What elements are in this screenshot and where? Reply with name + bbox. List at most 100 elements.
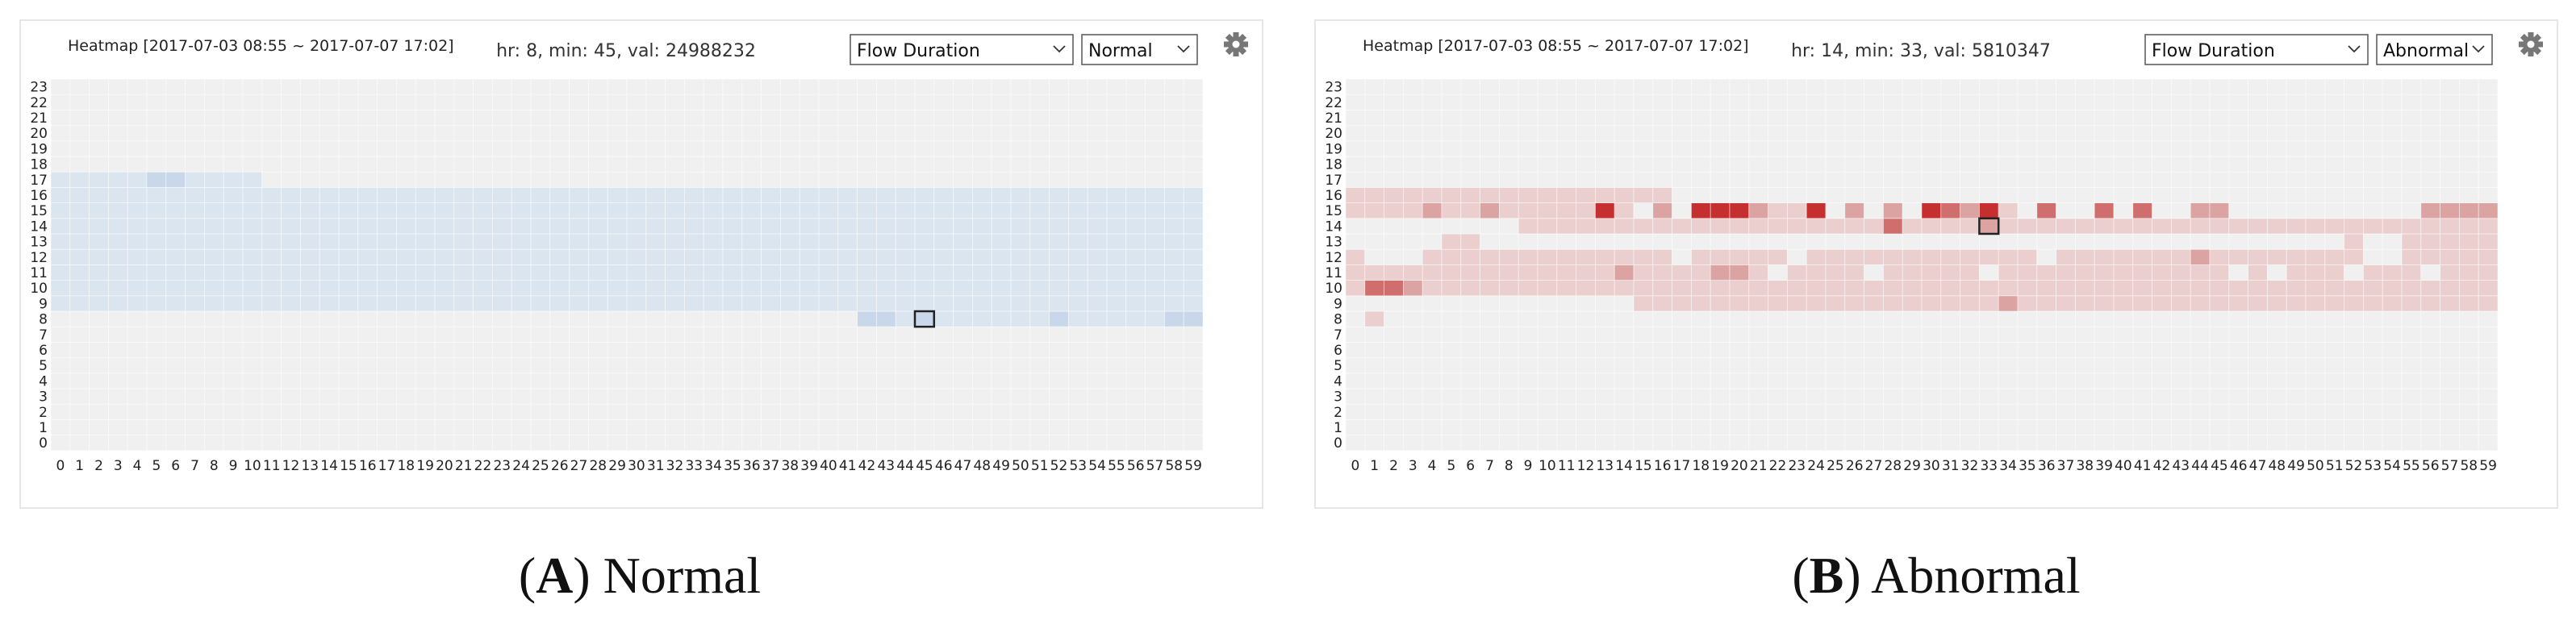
heat-cell[interactable] — [1998, 310, 2019, 327]
heat-cell[interactable] — [1537, 156, 1558, 173]
heat-cell[interactable] — [2286, 186, 2307, 203]
heat-cell[interactable] — [69, 418, 90, 435]
heat-cell[interactable] — [1902, 373, 1923, 389]
heat-cell[interactable] — [569, 310, 589, 327]
heat-cell[interactable] — [914, 418, 935, 435]
heat-cell[interactable] — [626, 341, 647, 358]
heat-cell[interactable] — [1422, 140, 1442, 157]
heat-cell[interactable] — [569, 156, 589, 173]
heat-cell[interactable] — [1049, 264, 1069, 281]
heat-cell[interactable] — [761, 110, 781, 127]
heat-cell[interactable] — [2324, 373, 2345, 389]
heat-cell[interactable] — [2171, 310, 2191, 327]
heat-cell[interactable] — [895, 435, 916, 452]
heat-cell[interactable] — [2132, 94, 2152, 110]
heat-cell[interactable] — [607, 202, 628, 219]
heat-cell[interactable] — [1787, 373, 1807, 389]
heat-cell[interactable] — [357, 202, 378, 219]
heat-cell[interactable] — [1940, 264, 1960, 281]
heat-cell[interactable] — [203, 388, 224, 405]
heat-cell[interactable] — [1010, 125, 1031, 142]
heat-cell[interactable] — [299, 295, 320, 312]
heat-cell[interactable] — [2228, 295, 2249, 312]
heat-cell[interactable] — [1125, 186, 1146, 203]
heat-cell[interactable] — [492, 435, 512, 452]
heat-cell[interactable] — [1403, 218, 1423, 235]
heat-cell[interactable] — [242, 171, 263, 188]
heat-cell[interactable] — [338, 373, 359, 389]
heat-cell[interactable] — [2094, 156, 2115, 173]
heat-cell[interactable] — [453, 110, 474, 127]
heat-cell[interactable] — [69, 140, 90, 157]
heat-cell[interactable] — [1883, 435, 1903, 452]
heat-cell[interactable] — [1864, 326, 1884, 343]
heat-cell[interactable] — [1940, 202, 1960, 219]
heat-cell[interactable] — [1729, 171, 1750, 188]
heat-cell[interactable] — [1422, 388, 1442, 405]
heat-cell[interactable] — [703, 94, 724, 110]
heat-cell[interactable] — [50, 125, 71, 142]
heat-cell[interactable] — [1940, 418, 1960, 435]
heat-cell[interactable] — [453, 264, 474, 281]
heat-cell[interactable] — [2036, 357, 2056, 374]
heat-cell[interactable] — [607, 78, 628, 95]
heat-cell[interactable] — [1652, 202, 1672, 219]
heat-cell[interactable] — [1498, 280, 1519, 297]
heat-cell[interactable] — [1576, 295, 1596, 312]
heat-cell[interactable] — [127, 156, 148, 173]
heat-cell[interactable] — [1864, 248, 1884, 265]
heat-cell[interactable] — [2286, 156, 2307, 173]
heat-cell[interactable] — [492, 218, 512, 235]
heat-cell[interactable] — [2305, 264, 2326, 281]
heat-cell[interactable] — [876, 310, 896, 327]
heat-cell[interactable] — [2228, 78, 2249, 95]
heat-cell[interactable] — [1594, 171, 1615, 188]
heat-cell[interactable] — [108, 341, 128, 358]
heat-cell[interactable] — [146, 435, 167, 452]
heat-cell[interactable] — [1979, 78, 1999, 95]
heat-cell[interactable] — [2113, 403, 2134, 420]
heat-cell[interactable] — [281, 341, 301, 358]
heat-cell[interactable] — [2248, 202, 2268, 219]
heat-cell[interactable] — [1652, 403, 1672, 420]
heat-cell[interactable] — [780, 156, 800, 173]
heat-cell[interactable] — [665, 202, 685, 219]
heat-cell[interactable] — [1672, 341, 1692, 358]
heat-cell[interactable] — [1940, 435, 1960, 452]
heat-cell[interactable] — [703, 140, 724, 157]
heat-cell[interactable] — [127, 78, 148, 95]
heat-cell[interactable] — [415, 202, 436, 219]
heat-cell[interactable] — [511, 326, 532, 343]
heat-cell[interactable] — [1384, 326, 1404, 343]
heat-cell[interactable] — [1087, 373, 1108, 389]
heat-cell[interactable] — [684, 418, 704, 435]
heat-cell[interactable] — [2401, 403, 2422, 420]
heat-cell[interactable] — [607, 94, 628, 110]
heat-cell[interactable] — [127, 140, 148, 157]
heat-cell[interactable] — [1787, 388, 1807, 405]
heat-cell[interactable] — [1614, 125, 1635, 142]
heat-cell[interactable] — [1460, 110, 1481, 127]
heat-cell[interactable] — [1729, 264, 1750, 281]
heat-cell[interactable] — [914, 310, 935, 327]
heat-cell[interactable] — [89, 373, 109, 389]
heat-cell[interactable] — [2363, 171, 2383, 188]
heat-cell[interactable] — [1480, 156, 1500, 173]
heat-cell[interactable] — [1556, 295, 1576, 312]
heat-cell[interactable] — [645, 110, 666, 127]
heat-cell[interactable] — [2113, 156, 2134, 173]
heat-cell[interactable] — [722, 357, 743, 374]
heat-cell[interactable] — [1768, 125, 1788, 142]
heat-cell[interactable] — [895, 233, 916, 250]
heat-cell[interactable] — [2132, 186, 2152, 203]
dropdown-arrow[interactable] — [1053, 45, 1066, 53]
heat-cell[interactable] — [2363, 435, 2383, 452]
heat-cell[interactable] — [395, 248, 416, 265]
heat-cell[interactable] — [818, 125, 839, 142]
heat-cell[interactable] — [703, 125, 724, 142]
heat-cell[interactable] — [473, 186, 493, 203]
heat-cell[interactable] — [185, 388, 205, 405]
heat-cell[interactable] — [2132, 202, 2152, 219]
heat-cell[interactable] — [50, 418, 71, 435]
heat-cell[interactable] — [69, 248, 90, 265]
